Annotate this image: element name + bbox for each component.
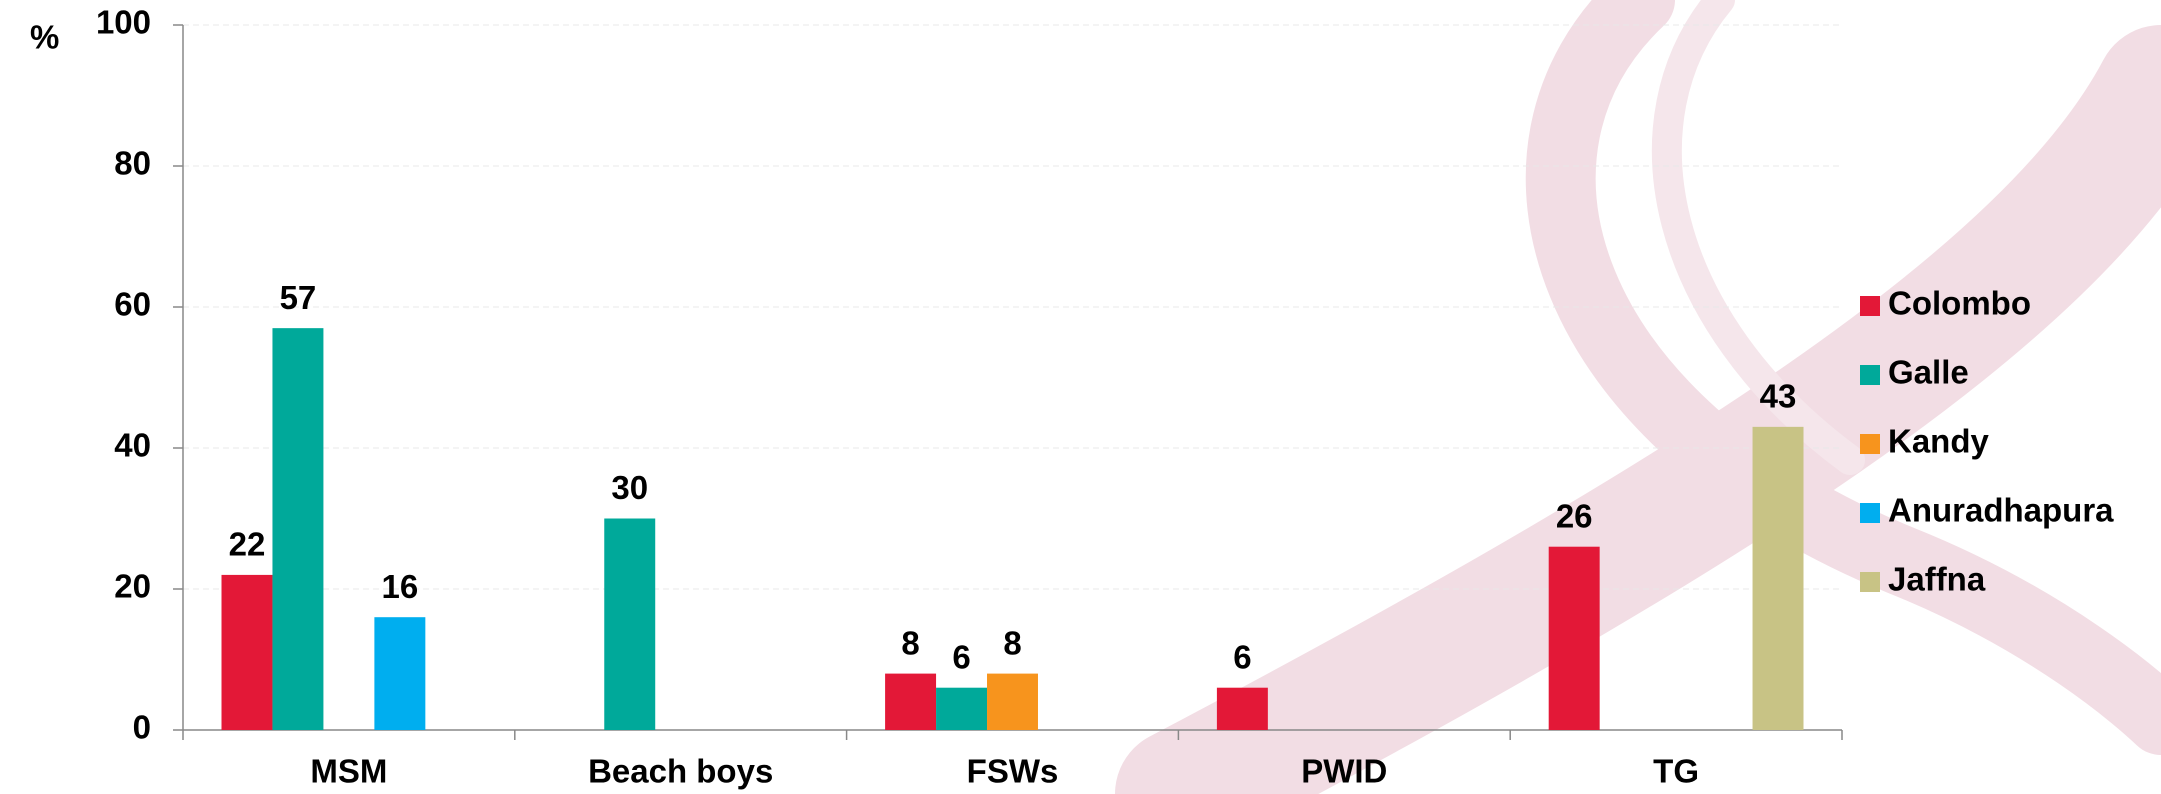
- bar: [1549, 547, 1600, 730]
- y-tick-label: 20: [114, 568, 151, 605]
- legend-swatch: [1860, 434, 1880, 454]
- y-tick-label: 80: [114, 145, 151, 182]
- legend-label: Jaffna: [1888, 561, 1986, 598]
- value-label: 16: [382, 568, 419, 605]
- y-tick-label: 40: [114, 427, 151, 464]
- legend-label: Colombo: [1888, 285, 2031, 322]
- bar: [1753, 427, 1804, 730]
- x-tick-label: FSWs: [967, 753, 1059, 790]
- value-label: 8: [1003, 624, 1021, 661]
- x-tick-label: PWID: [1301, 753, 1387, 790]
- value-label: 43: [1760, 378, 1797, 415]
- legend-swatch: [1860, 365, 1880, 385]
- value-label: 6: [1233, 638, 1251, 675]
- value-label: 26: [1556, 497, 1593, 534]
- bar: [374, 617, 425, 730]
- x-tick-label: MSM: [310, 753, 387, 790]
- bar: [936, 688, 987, 730]
- bar: [1217, 688, 1268, 730]
- legend-label: Kandy: [1888, 423, 1990, 460]
- bar: [987, 674, 1038, 730]
- y-axis-label: %: [30, 19, 59, 56]
- value-label: 6: [952, 638, 970, 675]
- legend-swatch: [1860, 503, 1880, 523]
- x-tick-label: Beach boys: [588, 753, 773, 790]
- value-label: 57: [280, 279, 317, 316]
- y-tick-label: 100: [96, 4, 151, 41]
- background-ribbon: [1180, 0, 2161, 794]
- legend-label: Anuradhapura: [1888, 492, 2114, 529]
- legend-swatch: [1860, 572, 1880, 592]
- bar: [885, 674, 936, 730]
- value-label: 22: [229, 526, 266, 563]
- bar: [604, 519, 655, 731]
- value-label: 8: [901, 624, 919, 661]
- value-label: 30: [611, 469, 648, 506]
- legend-label: Galle: [1888, 354, 1969, 391]
- bar: [272, 328, 323, 730]
- bar: [222, 575, 273, 730]
- y-tick-label: 0: [133, 709, 151, 746]
- chart: % 0 20 40 60 80 100 MSM Beach boys FSWs PWID TG 22 8…: [0, 0, 2161, 794]
- legend-swatch: [1860, 296, 1880, 316]
- x-tick-label: TG: [1653, 753, 1699, 790]
- y-tick-label: 60: [114, 286, 151, 323]
